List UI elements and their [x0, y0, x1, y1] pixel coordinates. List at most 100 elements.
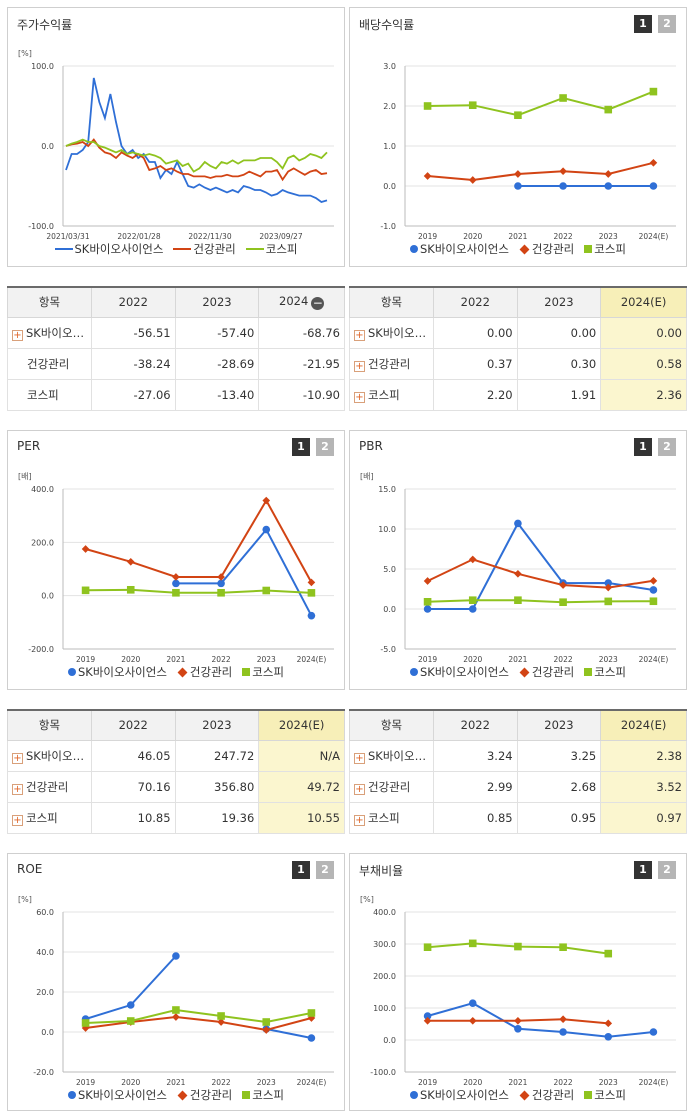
- data-point[interactable]: [423, 172, 432, 180]
- legend-item-sk[interactable]: SK바이오사이언스: [54, 241, 163, 257]
- data-point[interactable]: [217, 588, 225, 597]
- data-point[interactable]: [559, 182, 567, 190]
- data-point[interactable]: [172, 952, 180, 960]
- expand-plus-icon[interactable]: +: [12, 752, 23, 764]
- data-point[interactable]: [126, 1001, 135, 1009]
- expand-plus-icon[interactable]: +: [354, 391, 365, 403]
- expand-plus-icon[interactable]: +: [354, 360, 365, 372]
- data-point[interactable]: [649, 577, 658, 585]
- data-point[interactable]: [262, 525, 271, 534]
- badge-2-button[interactable]: 2: [658, 438, 676, 456]
- legend-item-kospi[interactable]: 코스피: [245, 241, 297, 257]
- legend-item-sk[interactable]: SK바이오사이언스: [68, 1087, 167, 1103]
- data-point[interactable]: [649, 87, 658, 96]
- collapse-icon[interactable]: −: [311, 296, 325, 311]
- data-point[interactable]: [126, 586, 135, 594]
- legend-item-kospi[interactable]: 코스피: [242, 664, 284, 680]
- data-point[interactable]: [604, 949, 613, 958]
- data-point[interactable]: [126, 1017, 135, 1025]
- data-point[interactable]: [604, 597, 613, 606]
- badge-1-button[interactable]: 1: [292, 438, 310, 456]
- badge-1-button[interactable]: 1: [634, 15, 652, 33]
- data-point[interactable]: [649, 158, 658, 167]
- legend-item-health[interactable]: 건강관리: [519, 1087, 574, 1103]
- data-point[interactable]: [468, 605, 477, 613]
- data-point[interactable]: [262, 496, 271, 505]
- badge-1-button[interactable]: 1: [634, 438, 652, 456]
- legend-item-sk[interactable]: SK바이오사이언스: [68, 664, 167, 680]
- data-point[interactable]: [514, 182, 522, 190]
- data-point[interactable]: [262, 1018, 271, 1026]
- legend-item-sk[interactable]: SK바이오사이언스: [410, 664, 509, 680]
- data-point[interactable]: [559, 598, 567, 606]
- legend-item-health[interactable]: 건강관리: [519, 664, 574, 680]
- data-point[interactable]: [81, 1019, 90, 1027]
- data-point[interactable]: [649, 1028, 658, 1036]
- data-point[interactable]: [559, 94, 567, 102]
- data-point[interactable]: [307, 611, 316, 620]
- data-point[interactable]: [604, 579, 613, 587]
- data-point[interactable]: [514, 519, 522, 528]
- expand-plus-icon[interactable]: +: [354, 814, 365, 826]
- legend-item-kospi[interactable]: 코스피: [584, 241, 626, 257]
- data-point[interactable]: [604, 170, 613, 178]
- expand-plus-icon[interactable]: +: [354, 752, 365, 764]
- data-point[interactable]: [307, 589, 316, 597]
- data-point[interactable]: [262, 586, 271, 595]
- data-point[interactable]: [468, 999, 477, 1007]
- data-point[interactable]: [604, 1033, 613, 1041]
- data-point[interactable]: [217, 1018, 225, 1026]
- data-point[interactable]: [514, 596, 522, 604]
- legend-item-health[interactable]: 건강관리: [177, 1087, 232, 1103]
- expand-plus-icon[interactable]: +: [354, 783, 365, 795]
- data-point[interactable]: [559, 167, 567, 176]
- data-point[interactable]: [468, 101, 477, 109]
- data-point[interactable]: [604, 182, 613, 190]
- data-point[interactable]: [604, 583, 613, 592]
- data-point[interactable]: [514, 1016, 522, 1025]
- data-point[interactable]: [423, 577, 432, 585]
- data-point[interactable]: [423, 102, 432, 110]
- legend-item-sk[interactable]: SK바이오사이언스: [410, 241, 509, 257]
- data-point[interactable]: [307, 578, 316, 587]
- badge-2-button[interactable]: 2: [658, 861, 676, 879]
- data-point[interactable]: [126, 557, 135, 566]
- expand-plus-icon[interactable]: +: [12, 814, 23, 826]
- data-point[interactable]: [81, 545, 90, 553]
- expand-plus-icon[interactable]: +: [12, 329, 23, 341]
- badge-1-button[interactable]: 1: [634, 861, 652, 879]
- legend-item-health[interactable]: 건강관리: [177, 664, 232, 680]
- data-point[interactable]: [307, 1034, 316, 1042]
- data-point[interactable]: [468, 1016, 477, 1025]
- data-point[interactable]: [172, 1013, 180, 1021]
- data-point[interactable]: [514, 170, 522, 178]
- data-point[interactable]: [514, 569, 522, 578]
- expand-plus-icon[interactable]: +: [354, 329, 365, 341]
- data-point[interactable]: [649, 586, 658, 594]
- data-point[interactable]: [468, 596, 477, 604]
- data-point[interactable]: [262, 1026, 271, 1034]
- legend-item-sk[interactable]: SK바이오사이언스: [410, 1087, 509, 1103]
- data-point[interactable]: [172, 588, 180, 597]
- legend-item-kospi[interactable]: 코스피: [584, 1087, 626, 1103]
- badge-1-button[interactable]: 1: [292, 861, 310, 879]
- data-point[interactable]: [172, 573, 180, 581]
- data-point[interactable]: [468, 939, 477, 948]
- data-point[interactable]: [649, 597, 658, 606]
- data-point[interactable]: [468, 176, 477, 184]
- data-point[interactable]: [468, 555, 477, 564]
- data-point[interactable]: [559, 1028, 567, 1036]
- data-point[interactable]: [604, 1019, 613, 1028]
- data-point[interactable]: [514, 942, 522, 951]
- legend-item-health[interactable]: 건강관리: [173, 241, 236, 257]
- data-point[interactable]: [559, 1015, 567, 1024]
- data-point[interactable]: [172, 579, 180, 588]
- data-point[interactable]: [172, 1006, 180, 1014]
- data-point[interactable]: [514, 1025, 522, 1033]
- badge-2-button[interactable]: 2: [316, 861, 334, 879]
- expand-plus-icon[interactable]: +: [12, 783, 23, 795]
- data-point[interactable]: [81, 586, 90, 595]
- data-point[interactable]: [514, 111, 522, 119]
- data-point[interactable]: [217, 579, 225, 588]
- legend-item-kospi[interactable]: 코스피: [242, 1087, 284, 1103]
